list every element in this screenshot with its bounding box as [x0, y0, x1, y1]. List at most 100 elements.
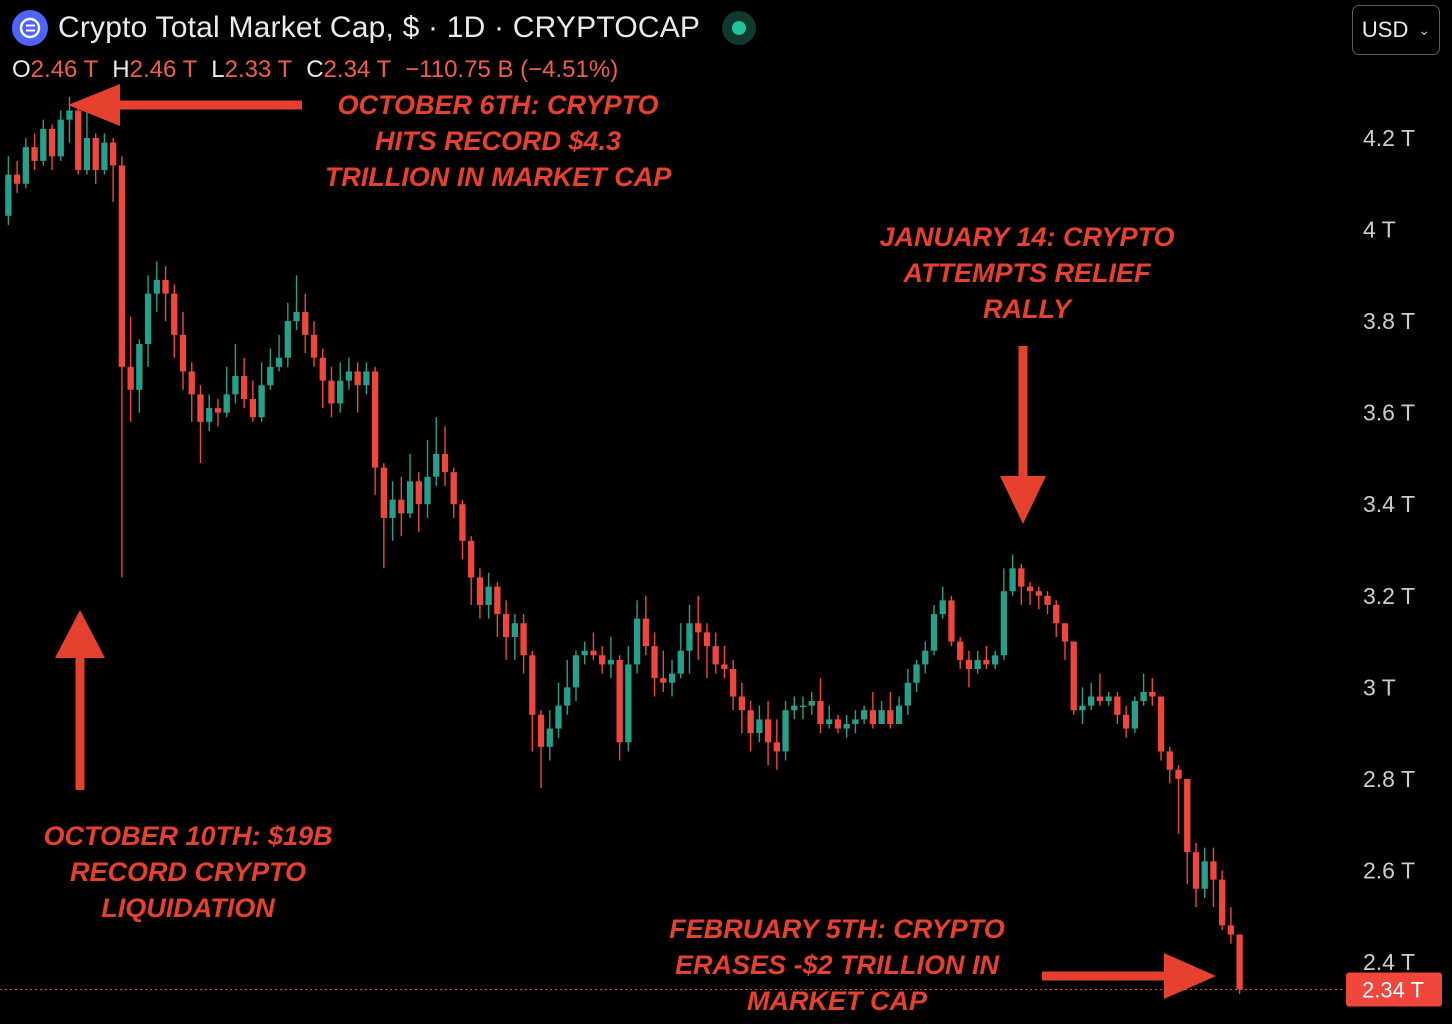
candle-up[interactable] — [1079, 705, 1086, 711]
candle-down[interactable] — [1192, 852, 1200, 889]
candle-up[interactable] — [284, 321, 291, 358]
candle-down[interactable] — [328, 380, 335, 404]
candle-up[interactable] — [991, 655, 999, 665]
candle-down[interactable] — [712, 646, 719, 665]
candle-up[interactable] — [581, 650, 588, 656]
candle-down[interactable] — [1149, 691, 1156, 697]
candle-up[interactable] — [485, 586, 492, 605]
candle-down[interactable] — [415, 481, 422, 505]
candle-down[interactable] — [214, 408, 222, 413]
candle-down[interactable] — [476, 577, 484, 605]
candle-down[interactable] — [817, 701, 824, 724]
candle-down[interactable] — [197, 394, 204, 422]
candle-up[interactable] — [40, 128, 47, 161]
candle-down[interactable] — [1166, 751, 1173, 770]
candle-down[interactable] — [371, 371, 379, 468]
candle-down[interactable] — [380, 467, 388, 518]
candle-down[interactable] — [529, 655, 536, 715]
candle-up[interactable] — [1201, 861, 1208, 889]
candle-down[interactable] — [398, 499, 405, 514]
candle-up[interactable] — [337, 380, 344, 404]
candle-down[interactable] — [1210, 861, 1217, 880]
candle-up[interactable] — [799, 705, 807, 708]
candle-down[interactable] — [520, 623, 527, 656]
candle-down[interactable] — [450, 472, 457, 505]
candle-down[interactable] — [721, 664, 728, 670]
candle-down[interactable] — [957, 641, 964, 660]
candle-up[interactable] — [546, 728, 553, 747]
candle-up[interactable] — [275, 357, 283, 367]
candle-up[interactable] — [878, 710, 885, 724]
candle-down[interactable] — [1236, 934, 1243, 990]
candle-down[interactable] — [1061, 623, 1069, 642]
candle-down[interactable] — [110, 142, 117, 166]
candle-up[interactable] — [57, 119, 64, 157]
candle-up[interactable] — [904, 682, 911, 706]
candle-up[interactable] — [406, 481, 414, 514]
candle-down[interactable] — [171, 293, 178, 335]
currency-select[interactable]: USD ⌄ — [1352, 5, 1440, 55]
candle-up[interactable] — [83, 138, 91, 171]
candle-up[interactable] — [677, 650, 684, 674]
candle-down[interactable] — [1096, 696, 1104, 702]
candle-down[interactable] — [642, 618, 649, 647]
candle-down[interactable] — [127, 366, 134, 390]
candle-up[interactable] — [1088, 696, 1095, 706]
candle-up[interactable] — [424, 476, 431, 505]
candle-up[interactable] — [572, 655, 580, 688]
candle-down[interactable] — [703, 632, 711, 647]
candle-down[interactable] — [616, 659, 623, 743]
candle-down[interactable] — [302, 311, 309, 335]
candle-down[interactable] — [1219, 879, 1226, 926]
candle-up[interactable] — [974, 659, 981, 670]
candle-up[interactable] — [791, 705, 798, 711]
candle-up[interactable] — [136, 344, 143, 390]
candle-down[interactable] — [310, 334, 318, 358]
candle-down[interactable] — [459, 504, 466, 541]
candle-up[interactable] — [1009, 568, 1016, 592]
candle-down[interactable] — [1114, 696, 1121, 715]
candle-down[interactable] — [319, 357, 326, 381]
candle-down[interactable] — [48, 128, 56, 157]
candle-up[interactable] — [389, 499, 396, 518]
candle-down[interactable] — [869, 710, 877, 724]
candle-up[interactable] — [66, 110, 73, 120]
candle-down[interactable] — [118, 165, 126, 367]
candle-down[interactable] — [13, 174, 21, 184]
candle-down[interactable] — [179, 334, 187, 372]
candle-down[interactable] — [31, 147, 38, 161]
candle-down[interactable] — [92, 138, 99, 171]
candle-up[interactable] — [1131, 701, 1138, 729]
candle-up[interactable] — [258, 385, 265, 418]
candle-down[interactable] — [188, 371, 195, 395]
candle-down[interactable] — [738, 696, 746, 711]
candle-up[interactable] — [939, 600, 946, 615]
symbol-title[interactable]: Crypto Total Market Cap, $ · 1D · CRYPTO… — [58, 11, 701, 44]
candle-up[interactable] — [860, 710, 868, 720]
candle-down[interactable] — [747, 710, 754, 734]
candle-down[interactable] — [1053, 604, 1060, 624]
candle-down[interactable] — [502, 614, 510, 637]
candle-down[interactable] — [249, 398, 257, 418]
candle-up[interactable] — [625, 664, 632, 743]
candle-up[interactable] — [267, 366, 274, 386]
candle-up[interactable] — [913, 664, 920, 683]
candle-down[interactable] — [1157, 696, 1165, 752]
candle-up[interactable] — [433, 453, 440, 477]
candle-down[interactable] — [965, 659, 973, 670]
candle-up[interactable] — [686, 623, 693, 651]
candle-up[interactable] — [1000, 591, 1008, 656]
candle-down[interactable] — [660, 678, 667, 683]
price-axis[interactable]: 4.2 T 4 T 3.8 T 3.6 T 3.4 T 3.2 T 3 T 2.8 T 2.6 … — [1363, 125, 1415, 975]
candle-down[interactable] — [537, 714, 545, 747]
candle-up[interactable] — [633, 618, 641, 665]
candle-up[interactable] — [756, 719, 763, 734]
candle-up[interactable] — [223, 394, 230, 413]
candle-down[interactable] — [1122, 714, 1130, 729]
candle-up[interactable] — [1105, 696, 1112, 702]
candle-up[interactable] — [101, 142, 108, 171]
candle-up[interactable] — [843, 723, 850, 729]
candle-down[interactable] — [1184, 778, 1191, 853]
candle-down[interactable] — [240, 376, 248, 399]
